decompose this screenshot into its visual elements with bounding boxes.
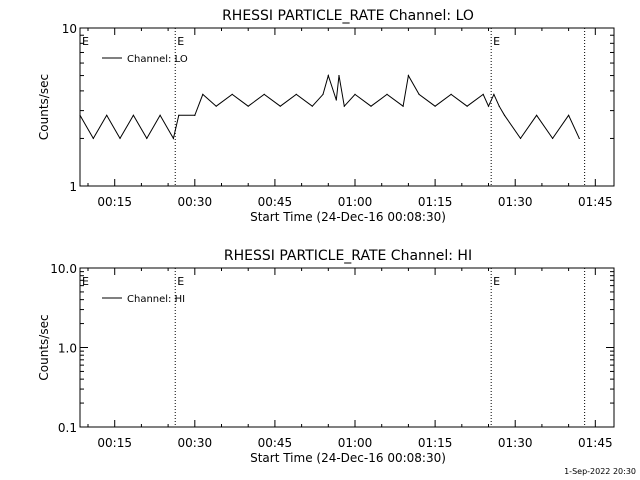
data-point	[263, 93, 265, 95]
data-point	[335, 99, 337, 101]
data-point	[503, 114, 506, 116]
data-point	[327, 74, 329, 77]
y-tick-label: 1	[69, 180, 77, 194]
plot-frame	[79, 267, 615, 428]
data-point	[519, 137, 522, 140]
data-point	[354, 93, 356, 95]
event-marker-label: E	[177, 35, 184, 48]
event-marker-label: E	[82, 35, 89, 48]
data-point	[466, 105, 468, 107]
data-point	[402, 105, 404, 107]
data-point	[194, 114, 196, 116]
y-tick-label: 1.0	[58, 342, 77, 356]
chart-title: RHESSI PARTICLE_RATE Channel: HI	[224, 248, 472, 264]
data-point	[231, 93, 233, 95]
x-axis-label: Start Time (24-Dec-16 00:08:30)	[250, 210, 446, 224]
data-point	[338, 74, 340, 77]
x-tick-label: 01:00	[338, 436, 373, 450]
data-point	[295, 93, 297, 95]
x-tick-label: 01:15	[418, 436, 453, 450]
y-tick-label: 10.0	[50, 262, 77, 276]
event-marker-label: E	[82, 275, 89, 288]
event-marker-label: E	[493, 35, 500, 48]
data-point	[450, 93, 452, 95]
data-point	[578, 137, 580, 140]
data-point	[159, 114, 161, 116]
data-point	[215, 105, 217, 107]
data-point	[311, 105, 313, 107]
x-tick-label: 00:15	[97, 195, 132, 209]
data-point	[106, 114, 108, 116]
data-point	[407, 74, 410, 77]
data-point	[178, 114, 180, 116]
legend-label: Channel: LO	[127, 54, 188, 65]
data-point	[322, 93, 324, 95]
data-point	[370, 105, 372, 107]
data-point	[146, 137, 148, 140]
series-line	[79, 73, 580, 140]
x-tick-label: 00:30	[178, 436, 213, 450]
x-tick-label: 01:30	[498, 195, 533, 209]
chart-title: RHESSI PARTICLE_RATE Channel: LO	[222, 8, 474, 24]
data-point	[79, 114, 81, 116]
y-tick-label: 0.1	[58, 421, 77, 435]
data-point	[434, 105, 436, 107]
data-point	[418, 93, 420, 95]
x-tick-label: 01:45	[578, 195, 613, 209]
data-point	[247, 105, 249, 107]
event-marker-label: E	[177, 275, 184, 288]
data-point	[279, 105, 281, 107]
chart-panel-hi: RHESSI PARTICLE_RATE Channel: HI 00:15 00:…	[37, 248, 615, 465]
chart-panel-lo: RHESSI PARTICLE_RATE Channel: LO 00:15 00:…	[37, 8, 615, 224]
data-point	[493, 93, 495, 95]
data-point	[482, 93, 484, 95]
x-tick-label: 01:00	[338, 195, 373, 209]
data-point	[386, 93, 388, 95]
data-point	[535, 114, 538, 116]
x-tick-label: 00:45	[258, 195, 293, 209]
data-point	[551, 137, 554, 140]
x-tick-label: 01:30	[498, 436, 533, 450]
x-tick-label: 00:45	[258, 436, 293, 450]
x-tick-label: 00:30	[178, 195, 213, 209]
data-point	[132, 114, 134, 116]
y-axis-label: Counts/sec	[37, 314, 51, 380]
data-point	[92, 137, 94, 140]
data-point	[568, 114, 570, 116]
data-point	[172, 137, 175, 140]
x-tick-label: 01:45	[578, 436, 613, 450]
y-axis-label: Counts/sec	[37, 74, 51, 140]
data-point	[498, 105, 500, 107]
data-point	[487, 105, 490, 107]
x-tick-label: 01:15	[418, 195, 453, 209]
data-point	[119, 137, 121, 140]
legend-label: Channel: HI	[127, 294, 185, 305]
plot-frame	[79, 27, 615, 187]
event-marker-label: E	[493, 275, 500, 288]
data-point	[202, 93, 204, 95]
y-tick-label: 10	[62, 22, 77, 36]
data-point	[343, 105, 345, 107]
x-axis-label: Start Time (24-Dec-16 00:08:30)	[250, 451, 446, 465]
footer-timestamp: 1-Sep-2022 20:30	[564, 467, 636, 476]
x-tick-label: 00:15	[97, 436, 132, 450]
